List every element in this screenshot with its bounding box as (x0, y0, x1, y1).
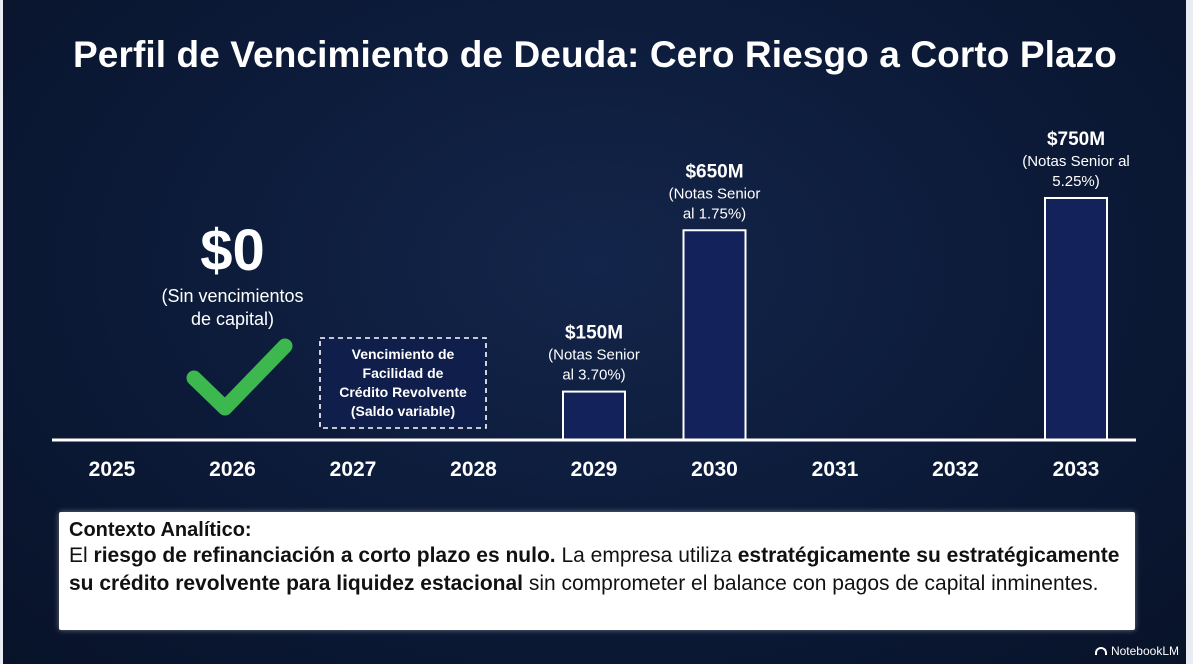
x-tick-label-2028: 2028 (450, 458, 497, 481)
bar-2029 (562, 390, 626, 442)
bar-note-2030-0: (Notas Senior (669, 185, 761, 202)
context-heading: Contexto Analítico: (69, 519, 252, 541)
context-text-3: sin comprometer el balance con pagos de … (522, 572, 1099, 595)
x-tick-label-2026: 2026 (209, 458, 256, 481)
brand-logo: NotebookLM (1094, 644, 1179, 658)
context-bold-2: estratégicamente su estratégicamente su … (69, 544, 1120, 595)
x-tick-label-2025: 2025 (89, 458, 136, 481)
bar-note-2030-1: al 1.75%) (683, 205, 746, 222)
notebooklm-icon (1094, 647, 1107, 655)
revolver-text-1: Facilidad de (363, 365, 444, 381)
context-bold-1: riesgo de refinanciación a corto plazo e… (93, 544, 556, 567)
revolver-text-0: Vencimiento de (352, 346, 455, 362)
x-tick-label-2033: 2033 (1053, 458, 1100, 481)
zero-note-2026-1: de capital) (191, 309, 274, 329)
x-tick-label-2029: 2029 (571, 458, 618, 481)
x-tick-label-2032: 2032 (932, 458, 979, 481)
x-tick-label-2030: 2030 (691, 458, 738, 481)
context-text-1: El (69, 544, 94, 567)
x-tick-label-2027: 2027 (330, 458, 377, 481)
bar-note-2033-0: (Notas Senior al (1022, 153, 1130, 170)
bar-note-2029-0: (Notas Senior (548, 347, 640, 364)
context-text-2: La empresa utiliza (555, 544, 738, 567)
revolver-box (319, 337, 487, 429)
zero-note-2026-0: (Sin vencimientos (161, 286, 303, 306)
bar-2033 (1044, 197, 1108, 441)
x-tick-label-2031: 2031 (812, 458, 859, 481)
revolver-text-3: (Saldo variable) (351, 403, 455, 419)
bar-value-2029: $150M (565, 323, 623, 344)
zero-value-2026: $0 (200, 218, 265, 283)
bar-note-2033-1: 5.25%) (1052, 173, 1100, 190)
revolver-text-2: Crédito Revolvente (339, 384, 467, 400)
chart-title: Perfil de Vencimiento de Deuda: Cero Rie… (73, 34, 1117, 75)
brand-name: NotebookLM (1110, 644, 1179, 658)
bar-value-2033: $750M (1047, 129, 1105, 150)
context-body: El riesgo de refinanciación a corto plaz… (69, 542, 1125, 598)
bar-note-2029-1: al 3.70%) (562, 367, 625, 384)
bar-value-2030: $650M (685, 161, 743, 182)
checkmark-icon (186, 338, 293, 416)
context-box: Contexto Analítico: El riesgo de refinan… (59, 512, 1135, 630)
bar-2030 (682, 229, 747, 441)
